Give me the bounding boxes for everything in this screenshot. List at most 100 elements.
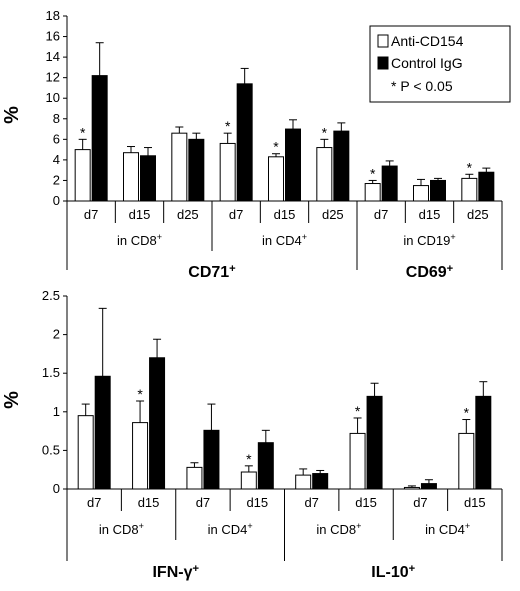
p2-category-label: d7	[413, 495, 427, 510]
p2-y-tick-label: 0	[53, 481, 60, 496]
p1-category-label: d7	[374, 207, 388, 222]
legend-label-control-igg: Control IgG	[391, 55, 463, 71]
p1-subgroup-label: in CD4+	[262, 232, 307, 248]
p2-bar-anti-cd154	[186, 466, 203, 490]
p1-bar-control-igg	[236, 83, 253, 202]
p1-bar-anti-cd154	[171, 132, 188, 202]
legend-swatch-control-igg	[377, 56, 389, 70]
p2-category-label: d15	[355, 495, 377, 510]
p1-bar-control-igg	[140, 155, 156, 202]
legend-box	[369, 25, 511, 103]
p2-category-label: d7	[87, 495, 101, 510]
p2-subgroup-label: in CD8+	[99, 521, 144, 537]
legend-label-anti-cd154: Anti-CD154	[391, 33, 464, 49]
p2-y-tick-label: 0.5	[42, 442, 60, 457]
p2-significance-star: *	[464, 405, 470, 421]
p1-y-axis-label: %	[1, 106, 23, 124]
p1-bar-control-igg	[91, 75, 108, 202]
p2-bar-control-igg	[475, 395, 492, 490]
p2-group-label: IFN-γ+	[152, 563, 199, 581]
p2-significance-star: *	[246, 451, 252, 467]
p1-group-label: CD69+	[406, 263, 454, 281]
p2-bar-control-igg	[312, 473, 329, 490]
p2-bar-control-igg	[420, 483, 437, 490]
p1-bar-anti-cd154	[364, 183, 381, 202]
p2-y-tick-label: 2.5	[42, 288, 60, 303]
p1-y-tick-label: 4	[53, 152, 60, 167]
p2-y-tick-label: 1	[53, 404, 60, 419]
p1-bar-anti-cd154	[413, 185, 429, 202]
p1-bar-control-igg	[333, 130, 350, 202]
p2-subgroup-label: in CD4+	[208, 521, 253, 537]
p1-category-label: d7	[84, 207, 98, 222]
p1-bar-anti-cd154	[268, 156, 284, 202]
p1-bar-control-igg	[188, 138, 205, 202]
p2-category-label: d15	[464, 495, 486, 510]
p1-category-label: d25	[177, 207, 199, 222]
p2-bar-anti-cd154	[77, 415, 94, 490]
p2-y-tick-label: 1.5	[42, 365, 60, 380]
p2-category-label: d7	[304, 495, 318, 510]
p1-significance-star: *	[80, 124, 86, 140]
p1-bar-anti-cd154	[123, 152, 139, 202]
p1-significance-star: *	[273, 139, 279, 155]
p1-category-label: d25	[322, 207, 344, 222]
p1-y-tick-label: 18	[46, 8, 60, 23]
panel-top-chart: 0 2 4 6 8 10 12 14 16 18% d7 d15 d25 d7 d15 d25 d7 d15 d25…	[1, 8, 503, 281]
legend-swatch-anti-cd154	[377, 34, 389, 48]
p2-bar-anti-cd154	[240, 471, 257, 490]
legend: Anti-CD154 Control IgG * P < 0.05	[369, 25, 511, 103]
p1-bar-control-igg	[381, 165, 398, 202]
p1-significance-star: *	[322, 124, 328, 140]
p1-y-tick-label: 16	[46, 29, 60, 44]
p1-y-tick-label: 8	[53, 111, 60, 126]
p2-subgroup-label: in CD4+	[425, 521, 470, 537]
p1-significance-star: *	[225, 118, 231, 134]
p2-bar-anti-cd154	[403, 486, 420, 490]
p1-category-label: d15	[129, 207, 151, 222]
p1-y-tick-label: 12	[46, 70, 60, 85]
p1-subgroup-label: in CD8+	[117, 232, 162, 248]
p1-bar-control-igg	[430, 179, 446, 202]
p2-bar-anti-cd154	[458, 432, 475, 490]
p1-category-label: d15	[419, 207, 441, 222]
p2-bar-anti-cd154	[349, 432, 366, 490]
p1-bar-anti-cd154	[316, 147, 333, 202]
panel-bottom-chart: 0 0.5 1 1.5 2 2.5% d7 d15 d7 d15 d7 d15 d7 d15 in CD8+…	[1, 288, 503, 581]
legend-significance-note: * P < 0.05	[391, 78, 453, 94]
p1-bar-control-igg	[285, 128, 301, 202]
p1-y-tick-label: 2	[53, 172, 60, 187]
p2-significance-star: *	[137, 386, 143, 402]
p2-bar-anti-cd154	[132, 422, 149, 490]
p1-group-label: CD71+	[188, 263, 236, 281]
p2-bar-control-igg	[149, 357, 166, 490]
p1-significance-star: *	[370, 165, 376, 181]
p1-y-tick-label: 10	[46, 90, 60, 105]
p2-y-tick-label: 2	[53, 327, 60, 342]
p1-subgroup-label: in CD19+	[403, 232, 455, 248]
p2-bar-control-igg	[94, 375, 111, 490]
p1-bar-anti-cd154	[219, 142, 236, 202]
p1-y-tick-label: 0	[53, 193, 60, 208]
p2-bar-control-igg	[203, 429, 220, 490]
p2-bar-control-igg	[257, 442, 274, 490]
p2-group-label: IL-10+	[371, 563, 415, 581]
p1-category-label: d15	[274, 207, 296, 222]
p1-category-label: d7	[229, 207, 243, 222]
p2-category-label: d7	[196, 495, 210, 510]
p2-category-label: d15	[246, 495, 268, 510]
p2-bar-control-igg	[366, 395, 383, 490]
p1-significance-star: *	[467, 159, 473, 175]
p1-bar-anti-cd154	[74, 149, 91, 202]
p2-category-label: d15	[138, 495, 160, 510]
p1-y-tick-label: 14	[46, 49, 60, 64]
p2-subgroup-label: in CD8+	[316, 521, 361, 537]
p2-bar-anti-cd154	[295, 474, 312, 490]
p1-y-tick-label: 6	[53, 131, 60, 146]
p1-category-label: d25	[467, 207, 489, 222]
p2-y-axis-label: %	[1, 391, 23, 409]
p2-significance-star: *	[355, 403, 361, 419]
p1-bar-anti-cd154	[461, 177, 478, 202]
p1-bar-control-igg	[478, 171, 495, 202]
